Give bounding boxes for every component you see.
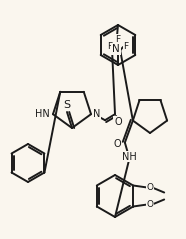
Text: O: O [113, 139, 121, 149]
Text: O: O [147, 200, 154, 209]
Text: HN: HN [35, 109, 50, 119]
Text: S: S [63, 100, 70, 110]
Text: N: N [112, 44, 120, 54]
Text: N: N [93, 109, 100, 119]
Text: NH: NH [121, 152, 136, 162]
Text: F: F [116, 34, 121, 43]
Text: F: F [108, 42, 113, 50]
Text: O: O [147, 183, 154, 192]
Text: O: O [114, 117, 122, 127]
Text: F: F [124, 42, 129, 50]
